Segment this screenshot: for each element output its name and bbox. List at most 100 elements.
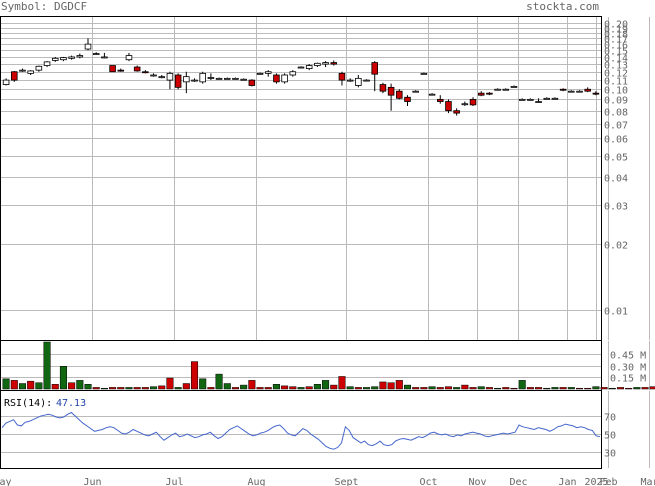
volume-bar [322,380,330,390]
candle-body [101,56,108,59]
volume-bar [567,387,575,390]
volume-bar [600,387,608,390]
candle-body [445,101,452,112]
candle-body [469,98,477,106]
price-tick-label: 0.20 [604,20,628,31]
candle-body [35,65,43,71]
candle-body [240,78,247,81]
x-axis-label: Oct [419,477,437,486]
volume-bar [330,384,338,390]
price-tick-label: 0.18 [604,30,628,41]
price-grid [1,23,601,311]
volume-tick-label: 0.45 M [610,351,646,362]
x-axis-label: May [0,477,12,486]
candle-series [2,38,600,116]
candle-body [412,90,419,93]
candle-body [436,98,444,102]
candle-body [543,97,551,100]
candle-body [158,76,166,79]
candle-body [183,76,190,83]
candle-body [199,72,206,83]
price-tick-label: 0.15 [604,47,628,58]
candle-body [576,90,583,93]
volume-bar [166,377,174,390]
x-axis-label: 2025 [584,477,608,486]
candle-body [371,62,378,75]
price-panel: 0.200.190.180.170.160.150.140.130.120.11… [0,16,650,468]
candle-body [273,74,280,83]
candle-body [76,55,84,58]
volume-bar [313,384,321,390]
volume-bar [575,387,584,390]
rsi-panel-frame [0,390,602,469]
volume-bar [395,380,403,390]
candle-body [125,55,133,61]
price-tick-labels: 0.200.190.180.170.160.150.140.130.120.11… [604,20,628,318]
candle-body [355,77,362,86]
volume-bar [387,382,395,390]
price-tick-label: 0.08 [604,108,628,119]
volume-bar [240,384,248,390]
candle-body [51,57,59,61]
candle-body [297,66,305,69]
price-tick-label: 0.12 [604,69,628,80]
x-axis-label: Sept [334,477,358,486]
volume-bar [625,387,633,390]
volume-bar [461,384,469,390]
price-tick-label: 0.03 [604,202,628,213]
x-axis-label: Aug [247,477,265,486]
volume-bar [59,366,67,390]
rsi-grid [1,416,601,453]
x-axis-label: Jul [165,477,183,486]
brand-link[interactable]: stockta.com [526,0,599,13]
candle-body [142,71,149,74]
candle-body [232,77,239,80]
volume-bar [305,386,313,390]
volume-bar [117,387,125,390]
volume-bar [412,387,420,390]
rsi-current-value: 47.13 [56,398,86,409]
volume-tick-labels: 0.45 M0.30 M0.15 M [610,351,646,385]
candle-body [551,97,559,100]
volume-bar [92,387,100,390]
candle-body [133,66,141,72]
rsi-tick-labels: 70 50 30 [604,413,616,460]
candle-body [174,74,182,88]
candle-body [363,79,370,82]
rsi-tick-label: 30 [604,449,616,460]
candle-body [330,62,338,65]
rsi-label: RSI(14): [4,398,52,409]
candle-body [396,90,403,99]
volume-bar [190,361,199,390]
candle-body [379,84,387,92]
candle-body [150,74,157,77]
volume-grid [1,354,601,378]
price-panel-frame [0,16,602,341]
x-axis-label: Jun [83,477,101,486]
candle-body [84,43,92,50]
volume-bar [2,378,10,390]
candle-body [322,62,329,65]
candle-body [592,92,600,95]
volume-bar [526,387,534,390]
volume-bar [51,384,59,390]
volume-tick-label: 0.30 M [610,363,646,374]
volume-bar [363,387,371,390]
candle-body [518,98,526,101]
volume-bar [371,386,379,390]
candle-body [264,71,272,74]
candle-body [215,77,223,80]
price-tick-label: 0.07 [604,121,628,132]
volume-bar [100,387,108,390]
volume-bar [633,387,641,390]
volume-bar [444,386,452,390]
rsi-tick-label: 70 [604,413,616,424]
x-axis-label: Jan [558,477,576,486]
candle-body [461,103,469,106]
candle-body [166,72,174,81]
volume-bar [18,383,27,390]
candle-body [510,86,518,88]
volume-bar [592,386,600,390]
volume-bar [289,386,297,390]
